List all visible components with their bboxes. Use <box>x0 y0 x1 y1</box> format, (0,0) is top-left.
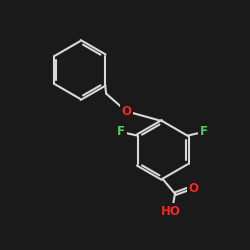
Text: F: F <box>117 125 125 138</box>
Text: F: F <box>200 125 208 138</box>
Text: HO: HO <box>161 205 181 218</box>
Text: O: O <box>189 182 199 195</box>
Text: O: O <box>121 105 131 118</box>
